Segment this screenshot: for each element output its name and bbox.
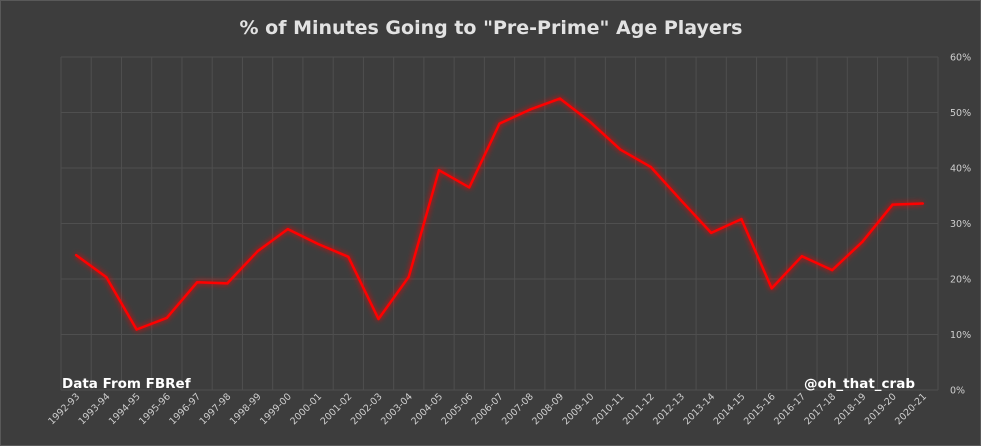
data-point — [589, 120, 592, 124]
data-point — [316, 242, 320, 246]
x-tick-label: 1997-98 — [198, 391, 234, 427]
x-tick-label: 1993-94 — [77, 391, 113, 427]
gridlines — [60, 56, 939, 391]
data-point — [830, 268, 834, 272]
data-point — [286, 227, 290, 231]
x-tick-label: 1999-00 — [258, 391, 294, 427]
credit-note: @oh_that_crab — [804, 376, 915, 392]
y-tick-label: 0% — [950, 386, 965, 397]
data-point — [891, 203, 894, 206]
data-point — [619, 148, 622, 151]
x-tick-label: 2001-02 — [319, 391, 355, 427]
data-point — [649, 165, 652, 169]
x-tick-label: 2006-07 — [470, 391, 506, 427]
data-point — [74, 253, 78, 257]
data-point — [226, 282, 229, 285]
series — [74, 97, 925, 331]
x-tick-label: 2011-12 — [621, 391, 657, 427]
chart-title: % of Minutes Going to "Pre-Prime" Age Pl… — [239, 17, 742, 39]
data-point — [921, 202, 925, 205]
data-point — [770, 287, 773, 290]
x-tick-label: 2010-11 — [591, 391, 627, 427]
data-point — [740, 217, 743, 221]
series-line — [75, 97, 923, 331]
x-tick-label: 2018-19 — [833, 391, 869, 427]
data-point — [468, 186, 471, 189]
x-tick-label: 2016-17 — [772, 391, 808, 427]
x-tick-label: 1994-95 — [107, 391, 143, 427]
source-note: Data From FBRef — [62, 376, 191, 392]
x-tick-label: 2009-10 — [560, 391, 596, 427]
x-tick-label: 2003-04 — [379, 391, 415, 427]
data-point — [407, 275, 410, 278]
y-tick-label: 60% — [950, 53, 971, 64]
data-point — [861, 240, 864, 244]
y-axis-ticks: 0% 10% 20% 30% 40% 50% 60% — [950, 53, 971, 397]
data-point — [558, 97, 562, 100]
data-point — [377, 317, 380, 321]
x-axis-ticks: 1992-931993-941994-951995-961996-971997-… — [46, 391, 929, 427]
x-tick-label: 2020-21 — [893, 391, 929, 427]
data-point — [800, 255, 804, 258]
x-tick-label: 1992-93 — [46, 391, 82, 427]
data-point — [347, 255, 350, 258]
x-tick-label: 1996-97 — [167, 391, 203, 427]
x-tick-label: 2013-14 — [681, 391, 717, 427]
x-tick-label: 2015-16 — [742, 391, 778, 427]
data-point — [498, 122, 501, 125]
x-tick-label: 2012-13 — [651, 391, 687, 427]
data-point — [437, 169, 441, 172]
x-tick-label: 2019-20 — [863, 391, 899, 427]
y-tick-label: 30% — [950, 219, 971, 230]
x-tick-label: 1995-96 — [137, 391, 173, 427]
data-point — [679, 198, 683, 202]
y-tick-label: 50% — [950, 108, 971, 119]
x-tick-label: 2000-01 — [288, 391, 324, 427]
data-point — [709, 231, 713, 235]
data-point — [256, 250, 259, 253]
x-tick-label: 2007-08 — [500, 391, 536, 427]
y-tick-label: 10% — [950, 330, 971, 341]
y-tick-label: 20% — [950, 275, 971, 286]
x-tick-label: 2002-03 — [349, 391, 385, 427]
data-point — [135, 328, 138, 331]
data-point — [165, 316, 169, 320]
data-point — [195, 281, 199, 284]
data-point — [528, 108, 531, 111]
x-tick-label: 2005-06 — [440, 391, 476, 427]
x-tick-label: 2017-18 — [802, 391, 838, 427]
x-tick-label: 1998-99 — [228, 391, 264, 427]
data-point — [105, 276, 108, 279]
x-tick-label: 2008-09 — [530, 391, 566, 427]
x-tick-label: 2004-05 — [409, 391, 445, 427]
y-tick-label: 40% — [950, 164, 971, 175]
x-tick-label: 2014-15 — [712, 391, 748, 427]
